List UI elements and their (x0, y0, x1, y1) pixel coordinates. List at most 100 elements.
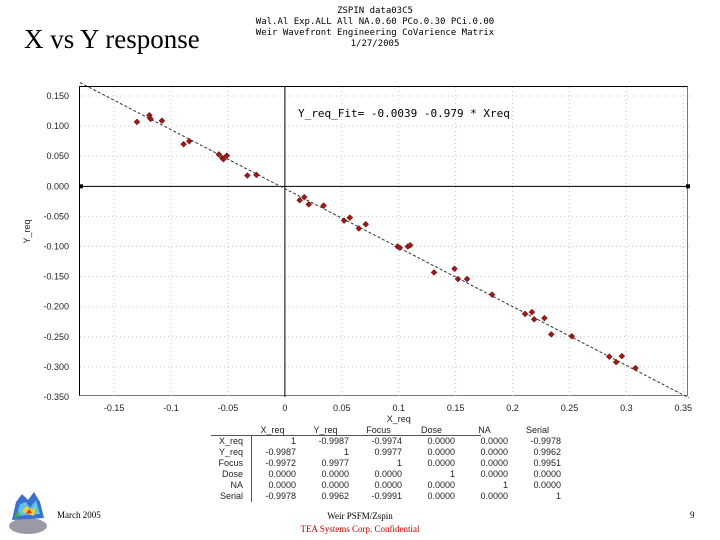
table-cell: 0.0000 (480, 447, 508, 457)
data-point (340, 217, 348, 224)
table-cell: 0.0000 (374, 469, 402, 479)
table-cell: 0.0000 (480, 491, 508, 501)
table-cell: 0.0000 (480, 469, 508, 479)
data-point (146, 111, 153, 119)
table-row: Focus -0.9972 0.9977 1 0.0000 0.0000 0.9… (211, 458, 564, 469)
data-point (300, 193, 308, 201)
footer-date: March 2005 (57, 510, 101, 520)
table-cell: 1 (290, 436, 296, 446)
x-tick-label: -0.05 (218, 403, 239, 413)
table-cell: 0.0000 (268, 469, 296, 479)
data-point (296, 196, 304, 204)
y-tick-label: 0.050 (46, 151, 69, 161)
tea-systems-logo (9, 492, 47, 534)
table-cell: 0.9962 (321, 491, 349, 501)
data-point (451, 265, 458, 273)
y-tick-label: -0.050 (43, 211, 69, 221)
data-point (488, 291, 496, 299)
row-header: Focus (218, 458, 243, 468)
table-cell: 0.0000 (374, 480, 402, 490)
data-point (253, 171, 260, 179)
data-point (396, 244, 404, 252)
y-tick-label: -0.150 (43, 272, 69, 282)
data-point (454, 275, 462, 283)
footer-company: TEA Systems Corp. Confidential (300, 524, 420, 534)
table-cell: 0.0000 (427, 436, 455, 446)
table-row: Y_req -0.9987 1 0.9977 0.0000 0.0000 0.9… (211, 447, 564, 458)
header-line: 1/27/2005 (350, 39, 400, 49)
table-cell: -0.9972 (265, 458, 296, 468)
x-tick-label: 0.2 (506, 403, 519, 413)
data-point (305, 201, 313, 208)
header-line: Wal.Al Exp.ALL All NA.0.60 PCo.0.30 PCi.… (255, 17, 495, 27)
x-tick-label: 0.3 (620, 403, 633, 413)
table-row: X_req 1 -0.9987 -0.9974 0.0000 0.0000 -0… (211, 436, 564, 447)
data-point (355, 225, 363, 232)
data-point (632, 364, 639, 372)
slide-title: X vs Y response (24, 24, 200, 54)
table-cell: 0.9977 (321, 458, 349, 468)
data-point (605, 353, 613, 361)
data-point (530, 315, 538, 323)
plot-frame: Y_req_Fit= -0.0039 -0.979 * Xreq -0.15 -0.… (22, 82, 692, 424)
table-cell: 0.0000 (321, 469, 349, 479)
column-header: Y_req (313, 425, 338, 435)
y-tick-label: -0.300 (43, 362, 69, 372)
table-cell: 0.0000 (268, 480, 296, 490)
table-cell: 1 (555, 491, 561, 501)
table-cell: -0.9978 (530, 436, 561, 446)
data-point (147, 115, 154, 123)
column-header: X_req (260, 425, 285, 435)
y-axis-label: Y_req (22, 219, 32, 243)
table-cell: -0.9991 (371, 491, 402, 501)
x-tick-label: 0 (282, 403, 287, 413)
table-cell: -0.9974 (371, 436, 402, 446)
data-point (568, 332, 576, 340)
table-cell: 0.0000 (427, 447, 455, 457)
x-tick-label: -0.15 (104, 403, 125, 413)
table-cell: 0.0000 (533, 480, 561, 490)
table-cell: 0.9962 (533, 447, 561, 457)
table-cell: -0.9987 (265, 447, 296, 457)
fit-line (79, 82, 690, 399)
table-divider (211, 435, 481, 436)
y-tick-label: 0.150 (46, 91, 69, 101)
table-row: Dose 0.0000 0.0000 0.0000 1 0.0000 0.000… (211, 469, 564, 480)
data-point (618, 352, 626, 360)
table-cell: 1 (396, 458, 402, 468)
data-point (223, 152, 231, 159)
table-cell: -0.9987 (318, 436, 349, 446)
data-point (185, 137, 193, 145)
row-header: Y_req (218, 447, 243, 457)
table-cell: 1 (449, 469, 455, 479)
row-header: Dose (221, 469, 243, 479)
data-point (346, 214, 354, 221)
row-header: X_req (218, 436, 243, 446)
table-header-row: X_req Y_req Focus Dose NA Serial (211, 425, 564, 436)
table-row: Serial -0.9978 0.9962 -0.9991 0.0000 0.0… (211, 491, 564, 502)
page-number: 9 (690, 510, 695, 520)
data-point (158, 117, 166, 125)
x-axis-label: X_req (387, 414, 411, 424)
y-tick-label: -0.100 (43, 242, 69, 252)
footer-credits: Weir PSFM/Zspin TEA Systems Corp. Confid… (260, 510, 460, 536)
table-cell: 0.0000 (427, 491, 455, 501)
data-point (362, 220, 370, 228)
data-point (612, 358, 620, 366)
column-header: NA (478, 425, 491, 435)
table-cell: 0.0000 (427, 480, 455, 490)
table-cell: 1 (343, 447, 349, 457)
table-cell: -0.9978 (265, 491, 296, 501)
data-point (133, 118, 141, 126)
y-tick-label: -0.350 (43, 392, 69, 402)
data-point (430, 269, 438, 276)
y-tick-label: 0.100 (46, 121, 69, 131)
x-tick-label: 0.05 (333, 403, 351, 413)
x-tick-label: 0.15 (447, 403, 465, 413)
table-cell: 0.0000 (321, 480, 349, 490)
x-tick-label: 0.25 (561, 403, 579, 413)
fit-equation-label: Y_req_Fit= -0.0039 -0.979 * Xreq (298, 107, 510, 120)
table-cell: 0.0000 (427, 458, 455, 468)
data-point (220, 155, 227, 163)
zero-marker-left (79, 184, 83, 189)
